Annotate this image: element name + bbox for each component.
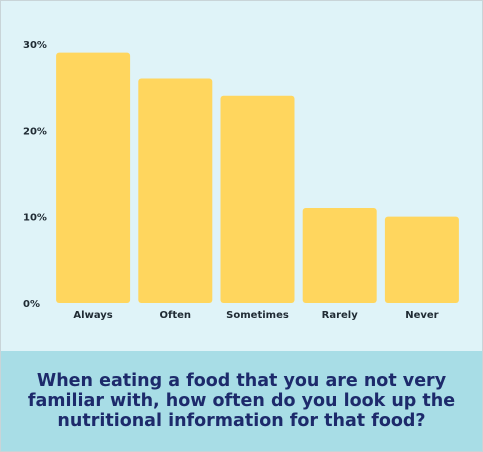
bar-sometimes — [220, 95, 295, 303]
chart-caption: When eating a food that you are not very… — [1, 351, 482, 451]
y-tick-label: 10% — [23, 213, 47, 224]
bar-always — [56, 52, 131, 304]
y-tick-label: 20% — [23, 126, 47, 137]
category-label-never: Never — [405, 310, 438, 321]
x-axis-categories: Always Often Sometimes Rarely Never — [73, 310, 438, 321]
bar-rarely — [302, 208, 377, 303]
bar-often — [138, 78, 213, 304]
chart-title: When eating a food that you are not very… — [27, 371, 456, 431]
category-label-sometimes: Sometimes — [226, 310, 289, 321]
category-label-often: Often — [160, 310, 192, 321]
y-tick-label: 30% — [23, 40, 47, 51]
plot-area: 0% 10% 20% 30% Always Often Sometimes Rarely Ne… — [1, 1, 482, 351]
bar-chart: 0% 10% 20% 30% Always Often Sometimes Rarely Ne… — [23, 40, 459, 321]
category-label-always: Always — [73, 310, 112, 321]
bar-never — [384, 216, 459, 303]
bars — [56, 52, 459, 304]
category-label-rarely: Rarely — [322, 310, 359, 321]
y-axis-ticks: 0% 10% 20% 30% — [23, 40, 47, 310]
y-tick-label: 0% — [23, 299, 40, 310]
